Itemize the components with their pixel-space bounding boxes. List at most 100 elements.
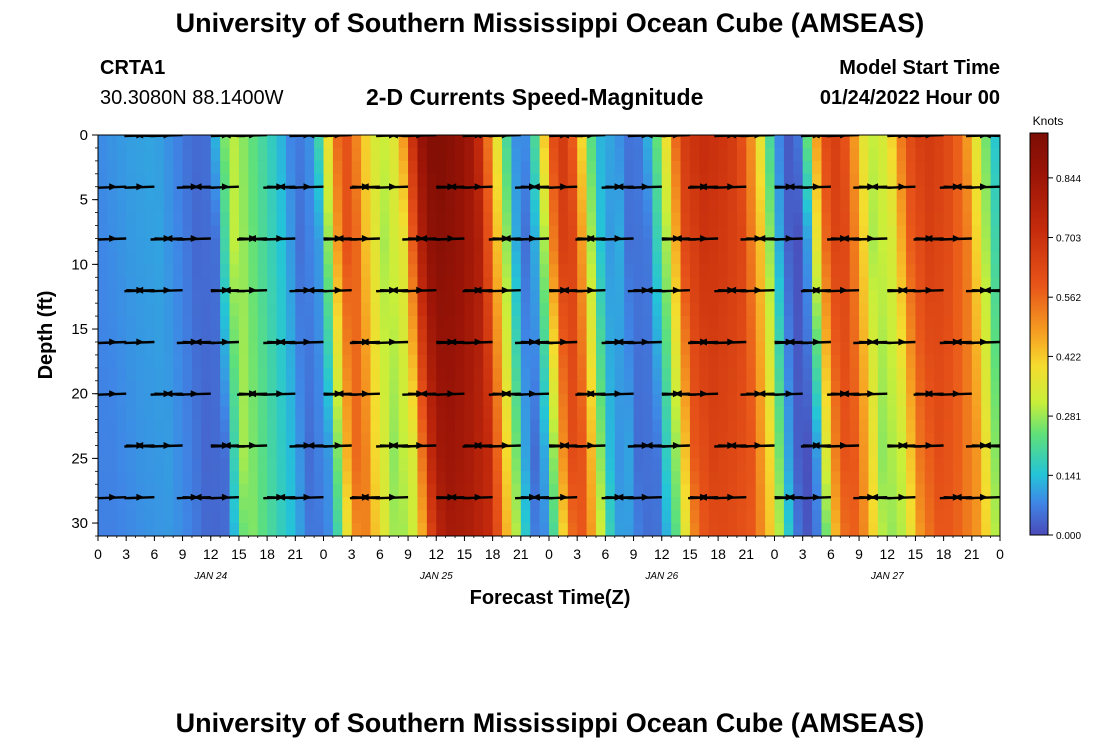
heatmap-cell	[229, 432, 240, 447]
heatmap-cell	[144, 393, 155, 408]
current-vector-arrowhead	[221, 183, 230, 191]
heatmap-cell	[953, 367, 964, 382]
heatmap-cell	[238, 147, 249, 162]
heatmap-cell	[323, 341, 334, 356]
heatmap-cell	[332, 251, 343, 265]
heatmap-cell	[473, 419, 484, 434]
heatmap-cell	[981, 135, 992, 149]
heatmap-cell	[408, 186, 419, 201]
heatmap-cell	[276, 471, 287, 485]
heatmap-cell	[238, 510, 249, 524]
heatmap-cell	[417, 199, 428, 214]
colorbar-tick-label: 0.844	[1056, 174, 1081, 185]
heatmap-cell	[802, 445, 813, 459]
heatmap-cell	[342, 341, 353, 356]
heatmap-cell	[276, 316, 287, 330]
heatmap-cell	[934, 341, 945, 356]
heatmap-cell	[502, 264, 513, 278]
heatmap-cell	[953, 160, 964, 175]
heatmap-cell	[887, 432, 898, 447]
heatmap-cell	[934, 367, 945, 382]
heatmap-cell	[436, 303, 447, 317]
heatmap-cell	[304, 445, 315, 459]
heatmap-cell	[351, 393, 362, 408]
heatmap-cell	[802, 199, 813, 214]
heatmap-cell	[436, 393, 447, 408]
heatmap-cell	[191, 393, 202, 408]
chart-subtitle: 2-D Currents Speed-Magnitude	[366, 84, 704, 110]
heatmap-cell	[736, 316, 747, 330]
heatmap-cell	[859, 432, 870, 447]
heatmap-cell	[624, 290, 635, 304]
heatmap-cell	[238, 186, 249, 201]
heatmap-cell	[248, 419, 259, 434]
heatmap-cell	[915, 173, 926, 188]
heatmap-cell	[736, 471, 747, 485]
heatmap-cell	[624, 367, 635, 382]
heatmap-cell	[783, 354, 794, 369]
heatmap-cell	[511, 341, 522, 356]
heatmap-cell	[267, 173, 278, 188]
heatmap-cell	[530, 393, 541, 408]
heatmap-cell	[699, 380, 710, 395]
colorbar-tick-label: 0.281	[1056, 412, 1081, 423]
heatmap-cell	[135, 238, 146, 253]
heatmap-cell	[671, 393, 682, 408]
heatmap-cell	[182, 290, 193, 304]
heatmap-cell	[342, 147, 353, 162]
heatmap-cell	[389, 186, 400, 201]
heatmap-cell	[934, 303, 945, 317]
heatmap-cell	[605, 523, 616, 536]
heatmap-cell	[332, 380, 343, 395]
heatmap-cell	[520, 354, 531, 369]
heatmap-cell	[248, 367, 259, 382]
heatmap-cell	[821, 367, 832, 382]
heatmap-cell	[633, 186, 644, 201]
heatmap-cell	[624, 497, 635, 511]
heatmap-cell	[464, 510, 475, 524]
heatmap-cell	[417, 432, 428, 447]
heatmap-cell	[285, 406, 296, 421]
current-vector-arrowhead	[980, 338, 988, 346]
heatmap-cell	[257, 341, 268, 356]
heatmap-cell	[718, 497, 729, 511]
heatmap-cell	[502, 290, 513, 304]
heatmap-cell	[783, 329, 794, 343]
heatmap-cell	[624, 160, 635, 175]
heatmap-cell	[267, 406, 278, 421]
heatmap-cell	[408, 212, 419, 227]
current-vector-arrowhead	[614, 493, 623, 501]
heatmap-cell	[98, 380, 108, 395]
heatmap-cell	[144, 303, 155, 317]
heatmap-cell	[135, 419, 146, 434]
date-label: JAN 26	[644, 571, 678, 582]
heatmap-cell	[896, 264, 907, 278]
heatmap-cell	[680, 238, 691, 253]
heatmap-cell	[370, 238, 381, 253]
heatmap-cell	[314, 393, 325, 408]
heatmap-cell	[802, 393, 813, 408]
heatmap-cell	[361, 484, 372, 498]
heatmap-cell	[849, 316, 860, 330]
heatmap-cell	[455, 264, 466, 278]
heatmap-cell	[981, 225, 992, 240]
current-vector-arrowhead	[389, 441, 398, 449]
heatmap-cell	[943, 354, 954, 369]
heatmap-cell	[567, 445, 578, 459]
heatmap-cell	[981, 341, 992, 356]
heatmap-cell	[624, 380, 635, 395]
heatmap-cell	[680, 316, 691, 330]
heatmap-cell	[868, 510, 879, 524]
heatmap-cell	[793, 316, 804, 330]
heatmap-cell	[107, 186, 118, 201]
heatmap-cell	[549, 419, 559, 434]
heatmap-cell	[464, 458, 475, 472]
heatmap-cell	[295, 523, 306, 536]
heatmap-cell	[473, 186, 484, 201]
heatmap-cell	[126, 393, 137, 408]
heatmap-cell	[802, 290, 813, 304]
heatmap-cell	[314, 290, 325, 304]
heatmap-cell	[210, 264, 221, 278]
heatmap-cell	[511, 316, 522, 330]
